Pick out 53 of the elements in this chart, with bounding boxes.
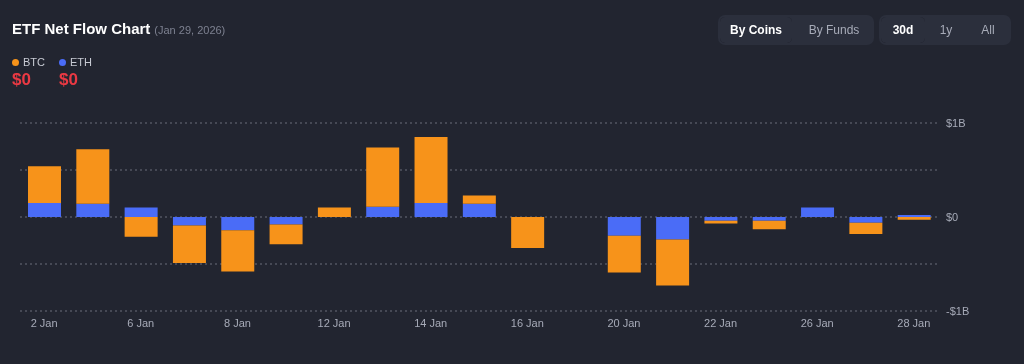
text: All <box>980 22 996 39</box>
bar <box>28 166 61 203</box>
x-tick-label: 16 Jan <box>510 316 544 329</box>
bar <box>269 217 303 225</box>
bar <box>317 207 351 217</box>
text: 30d <box>881 17 925 43</box>
x-tick-label: 20 Jan <box>607 316 641 329</box>
bar <box>752 217 786 221</box>
x-tick-label: 8 Jan <box>223 316 251 329</box>
legend-label: BTC <box>22 56 45 68</box>
bar <box>172 217 206 226</box>
bar <box>221 217 255 231</box>
x-tick-label: 14 Jan <box>414 316 448 329</box>
bar <box>172 225 206 264</box>
y-tick-label: $0 <box>946 210 959 223</box>
bar <box>28 202 61 217</box>
bar <box>849 222 883 234</box>
bar <box>462 203 496 217</box>
x-tick-label: 28 Jan <box>897 316 931 329</box>
bar <box>124 207 158 217</box>
bar <box>849 217 883 223</box>
x-tick-label: 26 Jan <box>800 316 834 329</box>
text: $0 <box>59 70 79 90</box>
bar <box>76 149 110 204</box>
chart-subtitle: (Jan 29, 2026) <box>154 24 226 36</box>
bar <box>607 235 641 273</box>
bar <box>656 239 690 286</box>
text: $0 <box>12 70 32 90</box>
y-tick-label: $1B <box>946 116 966 129</box>
bar <box>124 217 158 237</box>
bar <box>752 220 786 230</box>
bar <box>801 207 835 217</box>
chart-title: ETF Net Flow Chart <box>12 20 151 37</box>
bar <box>366 206 400 217</box>
bar <box>607 217 641 236</box>
bar <box>269 224 303 245</box>
bar <box>366 147 400 207</box>
bar <box>656 217 690 240</box>
bar <box>221 230 255 272</box>
y-tick-label: -$1B <box>946 304 970 317</box>
text: 1y <box>938 22 954 39</box>
bar <box>511 217 545 249</box>
bar <box>462 195 496 204</box>
x-tick-label: 12 Jan <box>317 316 351 329</box>
bar <box>414 137 448 203</box>
bar <box>414 202 448 217</box>
x-tick-label: 22 Jan <box>704 316 738 329</box>
text: By Funds <box>807 22 861 39</box>
legend-label: ETH <box>69 56 92 68</box>
bar <box>76 203 110 217</box>
text: By Coins <box>720 17 792 43</box>
x-tick-label: 2 Jan <box>30 316 58 329</box>
x-tick-label: 6 Jan <box>127 316 155 329</box>
